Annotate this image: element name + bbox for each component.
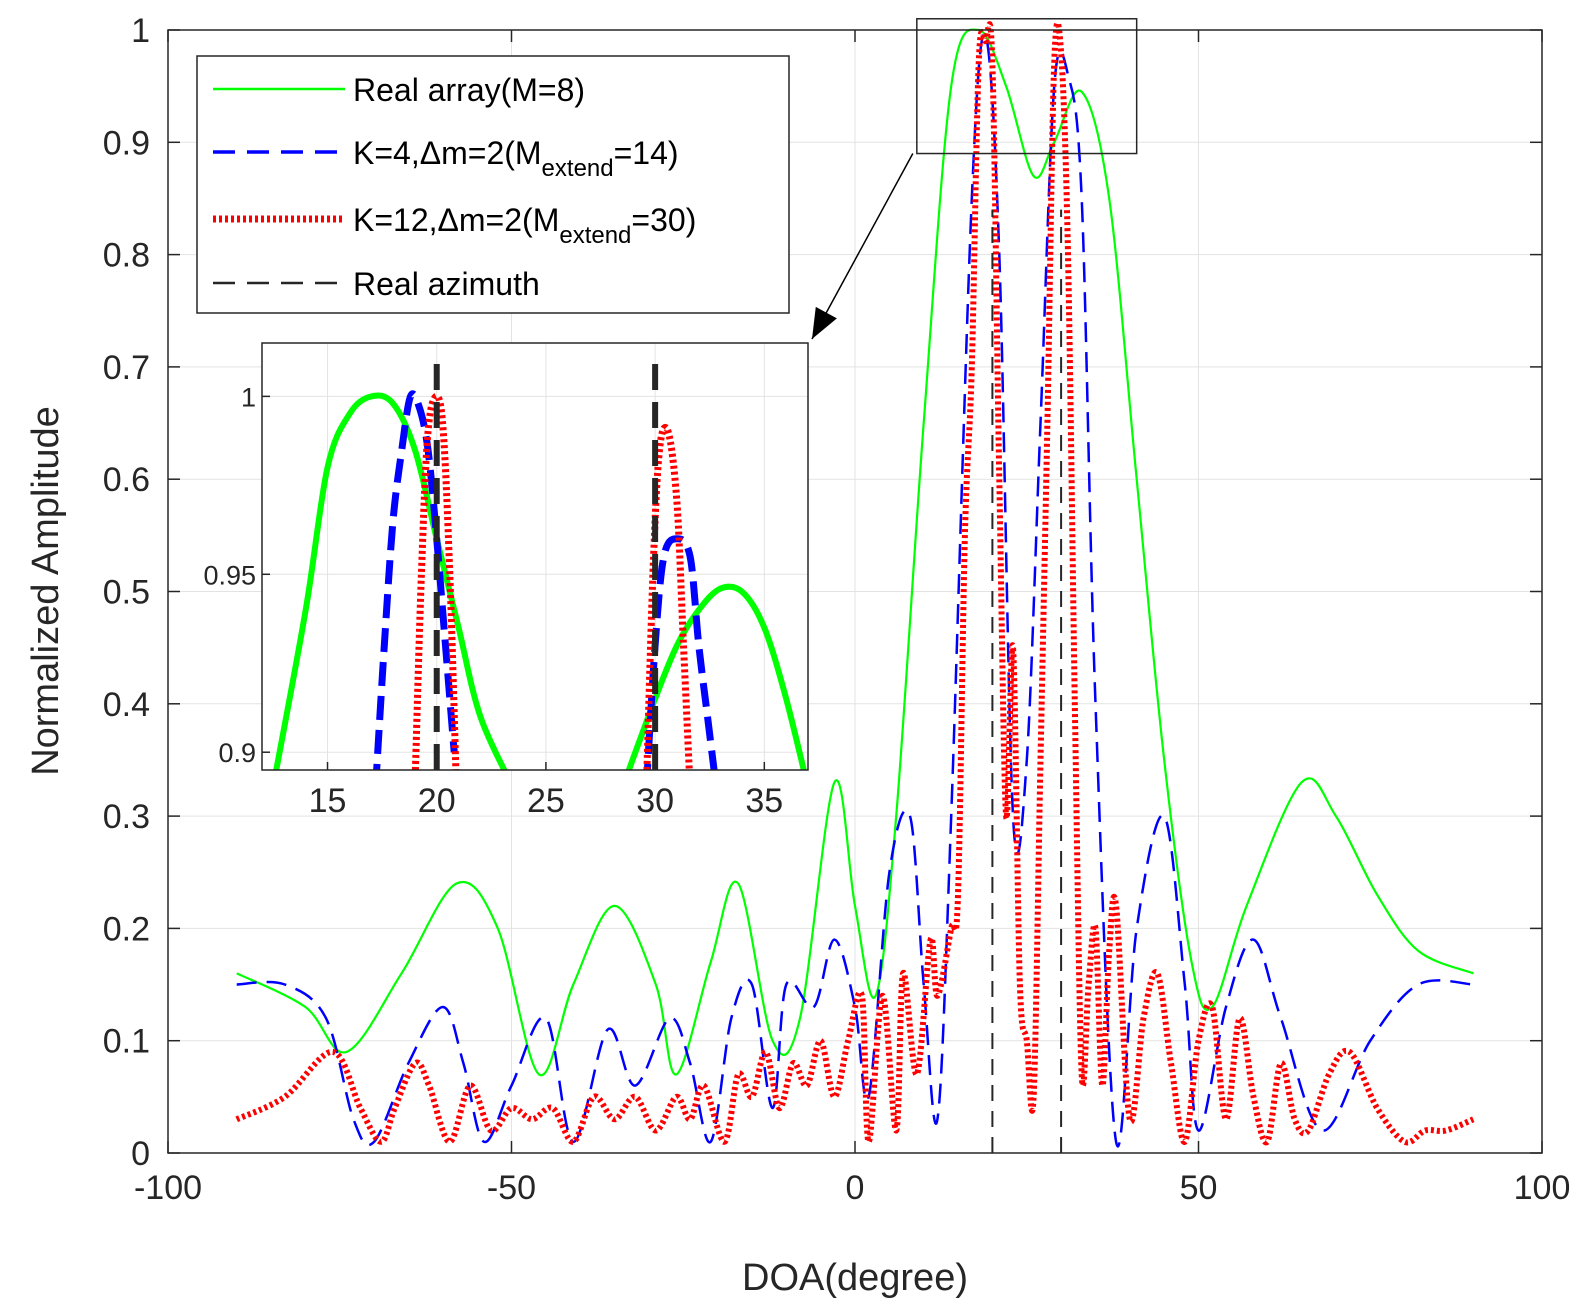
x-tick-label: -50 [487,1169,536,1207]
y-tick-label: 0.1 [103,1023,150,1061]
grid [167,29,1543,1154]
x-tick-label: 100 [1514,1169,1571,1207]
y-tick-label: 0.2 [103,910,150,948]
inset-y-tick-label: 0.95 [203,560,256,590]
y-tick-label: 0.8 [103,237,150,275]
y-tick-label: 0.6 [103,461,150,499]
y-tick-label: 0.3 [103,798,150,836]
x-tick-label: -100 [134,1169,202,1207]
inset-frame [261,342,809,771]
inset-x-tick-label: 35 [745,782,783,820]
zoom-arrow-head [812,306,837,339]
x-tick-label: 0 [846,1169,865,1207]
x-axis-label: DOA(degree) [742,1257,968,1299]
zoom-source-box [916,18,1138,155]
zoom-indicator [811,18,1138,340]
inset-x-tick-label: 30 [636,782,674,820]
axis-ticks: -100 -50 0 50 100 0 0.1 0.2 0.3 0.4 0.5 0.6 0.7 0.8 0.… [103,12,1571,1207]
legend: Real array(M=8) K=4,Δm=2(Mextend=14) K=1… [196,55,790,314]
legend-k12-main: K=12,Δm=2(M [353,202,559,238]
series-line-1 [236,28,1474,1077]
series-line-2 [236,33,1474,1148]
inset-series-line-1 [273,392,508,770]
y-tick-label: 0.7 [103,349,150,387]
y-tick-label: 0.9 [103,124,150,162]
inset-series-line-3 [373,390,458,770]
x-tick-label: 50 [1180,1169,1218,1207]
legend-label-real-azimuth: Real azimuth [353,266,540,302]
inset-background [262,343,808,770]
legend-label-real-array: Real array(M=8) [353,72,585,108]
legend-k4-main: K=4,Δm=2(M [353,135,542,171]
inset-y-tick-label: 0.9 [218,738,256,768]
y-tick-label: 0.4 [103,686,150,724]
legend-k12-sub: extend [559,222,631,249]
legend-label-k4: K=4,Δm=2(Mextend=14) [353,135,679,182]
zoom-arrow-line [811,153,914,340]
inset-series-line-5 [411,392,460,770]
inset-x-tick-label: 20 [418,782,456,820]
inset-x-tick-label: 15 [309,782,347,820]
inset-y-tick-label: 1 [241,382,256,412]
inset-x-tick-label: 25 [527,782,565,820]
series-layer [235,20,1475,1153]
series-line-3 [235,20,1475,1146]
legend-k4-sub: extend [542,155,614,182]
legend-k12-tail: =30) [631,202,696,238]
legend-label-k12: K=12,Δm=2(Mextend=30) [353,202,696,249]
y-axis-label: Normalized Amplitude [25,406,67,776]
inset-series-line-2 [625,583,807,770]
y-tick-label: 1 [131,12,150,50]
legend-box [196,55,790,314]
y-tick-label: 0.5 [103,574,150,612]
inset-series [273,361,807,770]
inset-chart: 15 20 25 30 35 0.9 0.95 1 [203,342,809,820]
y-tick-label: 0 [131,1135,150,1173]
legend-k4-tail: =14) [614,135,679,171]
inset-series-line-6 [643,423,693,770]
